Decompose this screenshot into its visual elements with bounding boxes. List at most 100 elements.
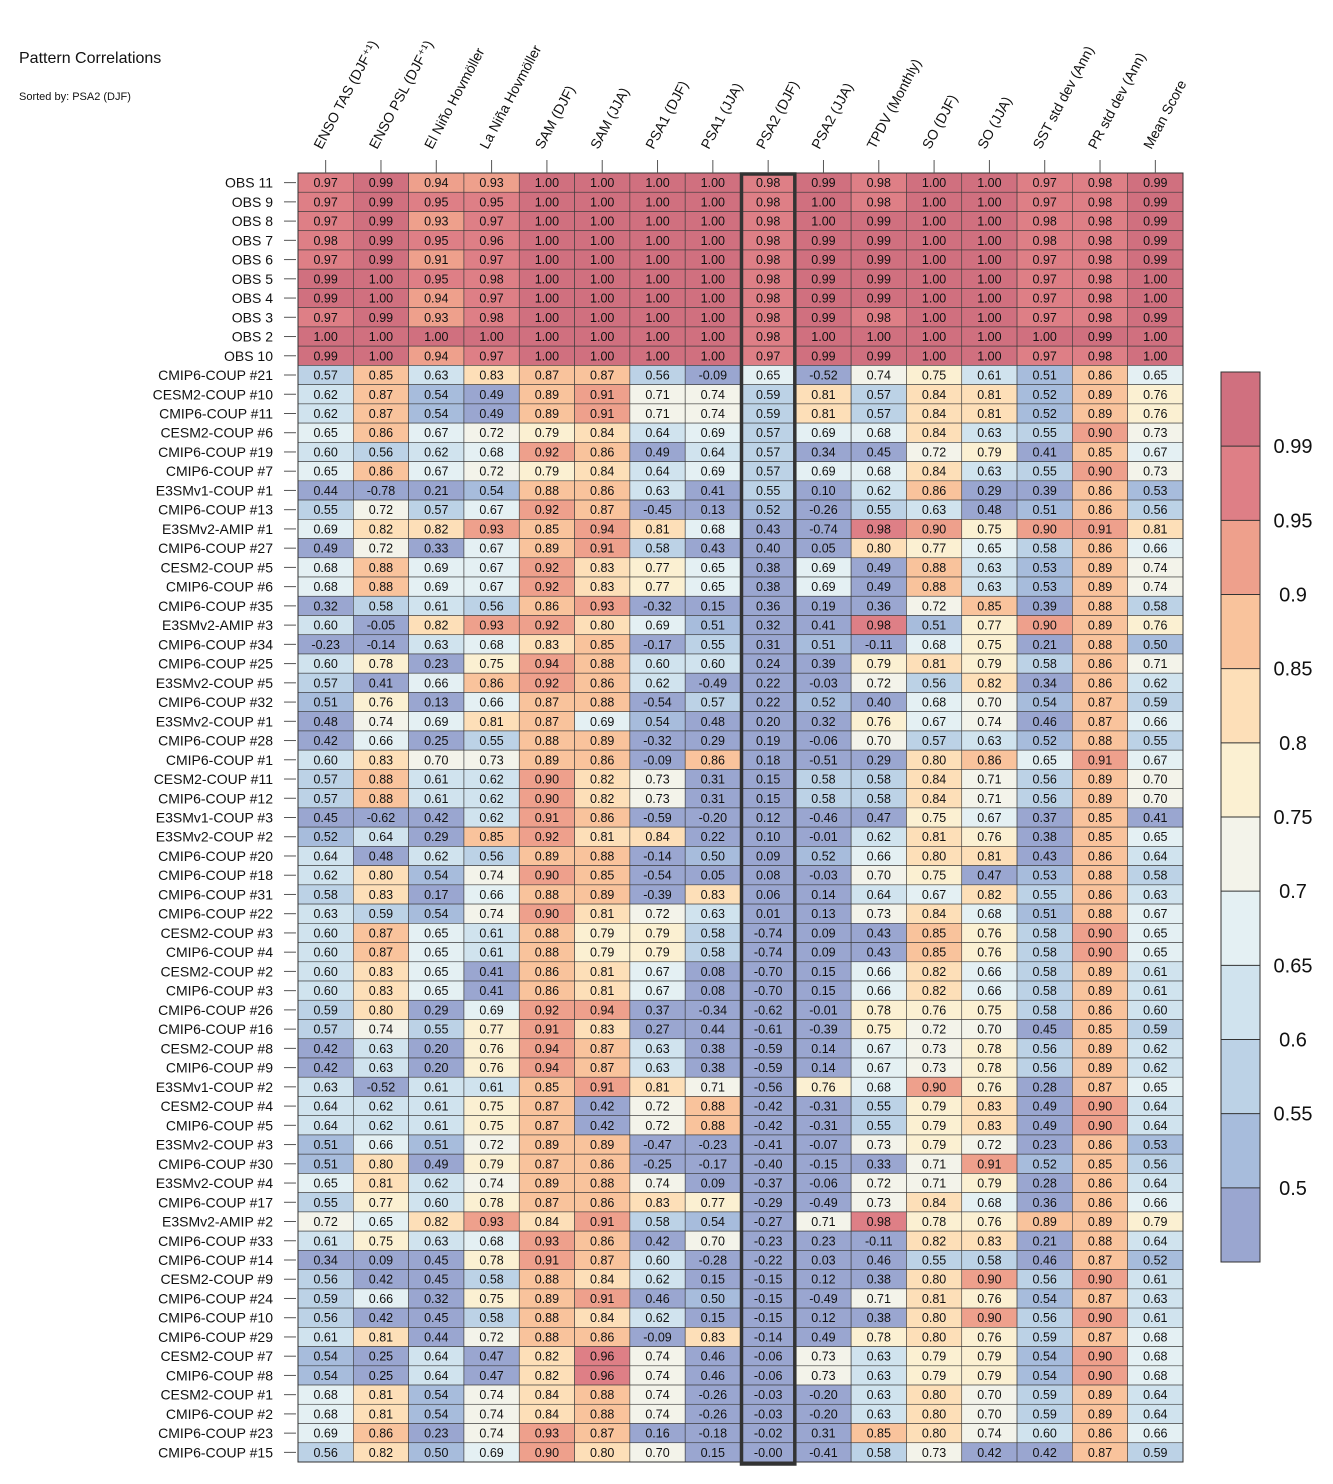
cell-value-label: 0.92	[535, 619, 559, 633]
colorbar-segment	[1221, 446, 1260, 521]
cell-value-label: 0.14	[811, 1042, 835, 1056]
chart-title: Pattern Correlations	[19, 50, 162, 67]
cell-value-label: 0.15	[701, 1311, 725, 1325]
cell-value-label: 0.71	[645, 388, 669, 402]
cell-value-label: 1.00	[922, 272, 946, 286]
cell-value-label: 0.27	[645, 1023, 669, 1037]
cell-value-label: 0.77	[922, 542, 946, 556]
cell-value-label: 0.87	[590, 1042, 614, 1056]
cell-value-label: 0.69	[590, 715, 614, 729]
cell-value-label: 0.42	[313, 734, 337, 748]
cell-value-label: 0.46	[1033, 715, 1057, 729]
cell-value-label: 0.68	[479, 445, 503, 459]
cell-value-label: 0.71	[867, 1292, 891, 1306]
cell-value-label: 0.61	[479, 926, 503, 940]
cell-value-label: 0.87	[369, 407, 393, 421]
cell-value-label: 0.89	[1088, 965, 1112, 979]
cell-value-label: 0.72	[645, 1100, 669, 1114]
cell-value-label: 0.87	[590, 369, 614, 383]
cell-value-label: 0.84	[922, 792, 946, 806]
cell-value-label: 0.87	[590, 1253, 614, 1267]
cell-value-label: 0.69	[811, 580, 835, 594]
cell-value-label: 0.45	[867, 445, 891, 459]
column-header-psa1-jja: PSA1 (JJA)	[697, 80, 745, 151]
cell-value-label: 0.86	[369, 426, 393, 440]
cell-value-label: 0.69	[811, 465, 835, 479]
cell-value-label: 0.42	[645, 1234, 669, 1248]
cell-value-label: 1.00	[977, 234, 1001, 248]
cell-value-label: 0.39	[1033, 599, 1057, 613]
cell-value-label: 0.86	[1088, 503, 1112, 517]
cell-value-label: 0.61	[424, 792, 448, 806]
cell-value-label: 0.98	[867, 522, 891, 536]
cell-value-label: 0.90	[535, 869, 559, 883]
cell-value-label: 0.65	[701, 561, 725, 575]
cell-value-label: 0.98	[756, 176, 780, 190]
cell-value-label: 0.12	[811, 1273, 835, 1287]
row-label: CMIP6-COUP #5	[166, 1117, 273, 1133]
colorbar-segment	[1221, 668, 1260, 743]
row-label: E3SMv2-COUP #3	[156, 1137, 273, 1153]
cell-value-label: 0.89	[1088, 984, 1112, 998]
cell-value-label: -0.42	[754, 1119, 783, 1133]
cell-value-label: -0.15	[754, 1292, 783, 1306]
cell-value-label: 0.88	[590, 657, 614, 671]
cell-value-label: 0.90	[1088, 946, 1112, 960]
cell-value-label: 0.62	[645, 1273, 669, 1287]
row-label: CMIP6-COUP #9	[166, 1060, 273, 1076]
cell-value-label: 0.66	[977, 965, 1001, 979]
cell-value-label: 0.93	[424, 215, 448, 229]
cell-value-label: -0.70	[754, 984, 783, 998]
cell-value-label: 0.65	[1143, 946, 1167, 960]
cell-value-label: 0.54	[1033, 1369, 1057, 1383]
cell-value-label: 1.00	[922, 349, 946, 363]
cell-value-label: 0.08	[701, 965, 725, 979]
cell-value-label: 0.88	[535, 1330, 559, 1344]
cell-value-label: 0.15	[701, 599, 725, 613]
cell-value-label: 0.42	[590, 1119, 614, 1133]
cell-value-label: 0.94	[424, 176, 448, 190]
cell-value-label: 0.99	[811, 349, 835, 363]
row-label: CESM2-COUP #10	[153, 386, 274, 402]
cell-value-label: 0.82	[922, 965, 946, 979]
row-label: E3SMv2-AMIP #3	[162, 617, 273, 633]
cell-value-label: 0.87	[535, 1196, 559, 1210]
cell-value-label: 0.62	[369, 1119, 393, 1133]
cell-value-label: 0.52	[1033, 407, 1057, 421]
cell-value-label: 0.69	[424, 580, 448, 594]
cell-value-label: -0.05	[367, 619, 396, 633]
cell-value-label: 0.54	[1033, 696, 1057, 710]
cell-value-label: 0.82	[424, 522, 448, 536]
cell-value-label: 0.97	[1033, 311, 1057, 325]
cell-value-label: -0.37	[754, 1177, 783, 1191]
cell-value-label: -0.39	[643, 888, 672, 902]
cell-value-label: 0.66	[479, 888, 503, 902]
cell-value-label: 0.88	[1088, 907, 1112, 921]
cell-value-label: 0.65	[701, 580, 725, 594]
cell-value-label: 0.58	[1033, 984, 1057, 998]
cell-value-label: 0.67	[1143, 907, 1167, 921]
cell-value-label: 0.56	[1033, 1061, 1057, 1075]
cell-value-label: 0.98	[756, 195, 780, 209]
cell-value-label: -0.11	[865, 1234, 893, 1248]
cell-value-label: 0.89	[1088, 1061, 1112, 1075]
cell-value-label: 0.61	[1143, 1311, 1167, 1325]
row-label: CMIP6-COUP #28	[158, 733, 273, 749]
cell-value-label: 0.58	[369, 599, 393, 613]
cell-value-label: 0.79	[922, 1100, 946, 1114]
cell-value-label: 0.19	[756, 734, 780, 748]
cell-value-label: 0.52	[756, 503, 780, 517]
cell-value-label: 0.78	[479, 1196, 503, 1210]
cell-value-label: 1.00	[590, 215, 614, 229]
cell-value-label: 0.74	[479, 1427, 503, 1441]
cell-value-label: 1.00	[701, 272, 725, 286]
cell-value-label: -0.41	[754, 1138, 783, 1152]
cell-value-label: 0.98	[756, 234, 780, 248]
cell-value-label: 1.00	[590, 234, 614, 248]
row-label: CMIP6-COUP #6	[166, 579, 273, 595]
cell-value-label: 0.89	[1088, 1215, 1112, 1229]
cell-value-label: 0.89	[1088, 619, 1112, 633]
cell-value-label: -0.49	[699, 676, 728, 690]
cell-value-label: 0.61	[977, 369, 1001, 383]
